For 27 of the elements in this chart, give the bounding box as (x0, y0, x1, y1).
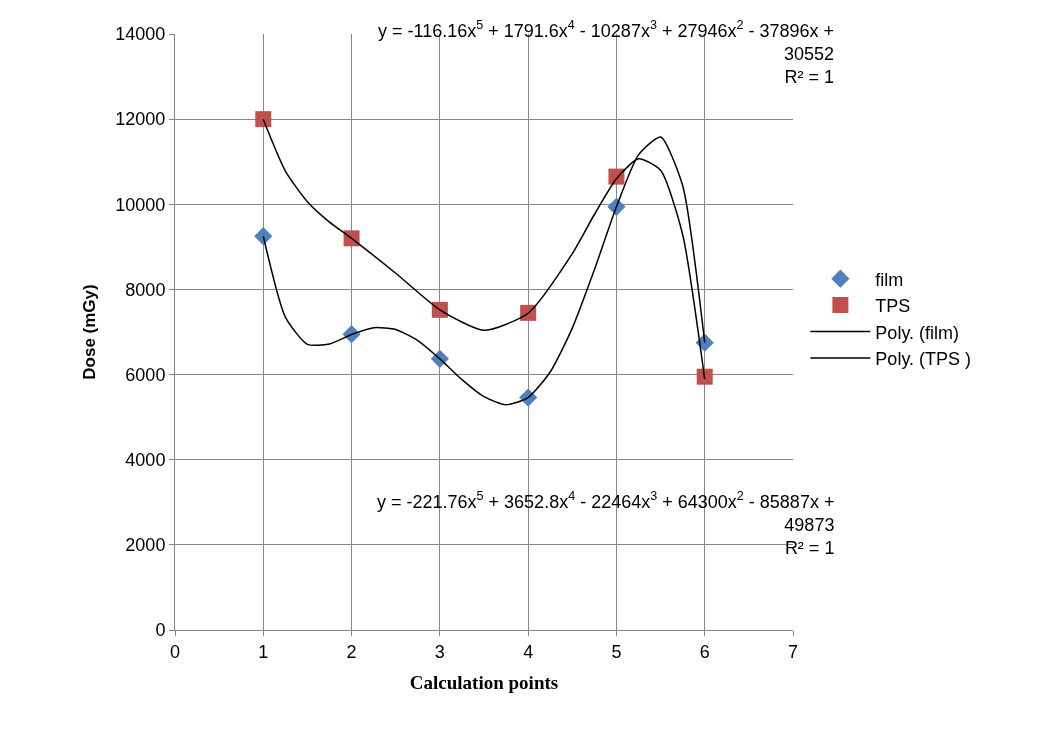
x-axis-title: Calculation points (409, 672, 559, 694)
y-tick-label: 0 (155, 620, 166, 641)
y-tick-label: 10000 (115, 194, 166, 215)
legend-label: film (875, 269, 904, 290)
x-tick-label: 4 (523, 641, 534, 662)
text: y = -116.16x$^{5}$ + 1791.6x$^{4}$ - 10287x$^{3}$ + 27946x$^{2}$ - 37896x + 30552 R² = 1 (378, 18, 835, 88)
y-tick-label: 4000 (125, 450, 166, 471)
y-axis-title: Dose (mGy) (79, 284, 99, 380)
x-tick-label: 0 (169, 641, 181, 662)
x-tick-label: 5 (611, 641, 622, 662)
legend-label: TPS (875, 296, 911, 317)
y-tick-label: 6000 (125, 364, 166, 385)
x-tick-label: 6 (699, 641, 710, 662)
point (696, 368, 713, 385)
legend-label: Poly. (film) (875, 322, 960, 343)
x-tick-label: 7 (787, 641, 799, 662)
y-tick-label: 12000 (115, 109, 166, 130)
point (254, 227, 273, 246)
y-tick-label: 8000 (125, 279, 166, 300)
x-tick-label: 2 (346, 641, 357, 662)
y-tick-label: 14000 (115, 24, 166, 45)
legend-label: Poly. (TPS ) (875, 348, 972, 369)
y-tick-label: 2000 (125, 535, 166, 556)
point (255, 111, 272, 128)
text: y = -221.76x$^{5}$ + 3652.8x$^{4}$ - 22464x$^{3}$ + 64300x$^{2}$ - 85887x + 49873 R² = 1 (377, 489, 835, 559)
x-tick-label: 3 (434, 641, 445, 662)
x-tick-label: 1 (258, 641, 269, 662)
